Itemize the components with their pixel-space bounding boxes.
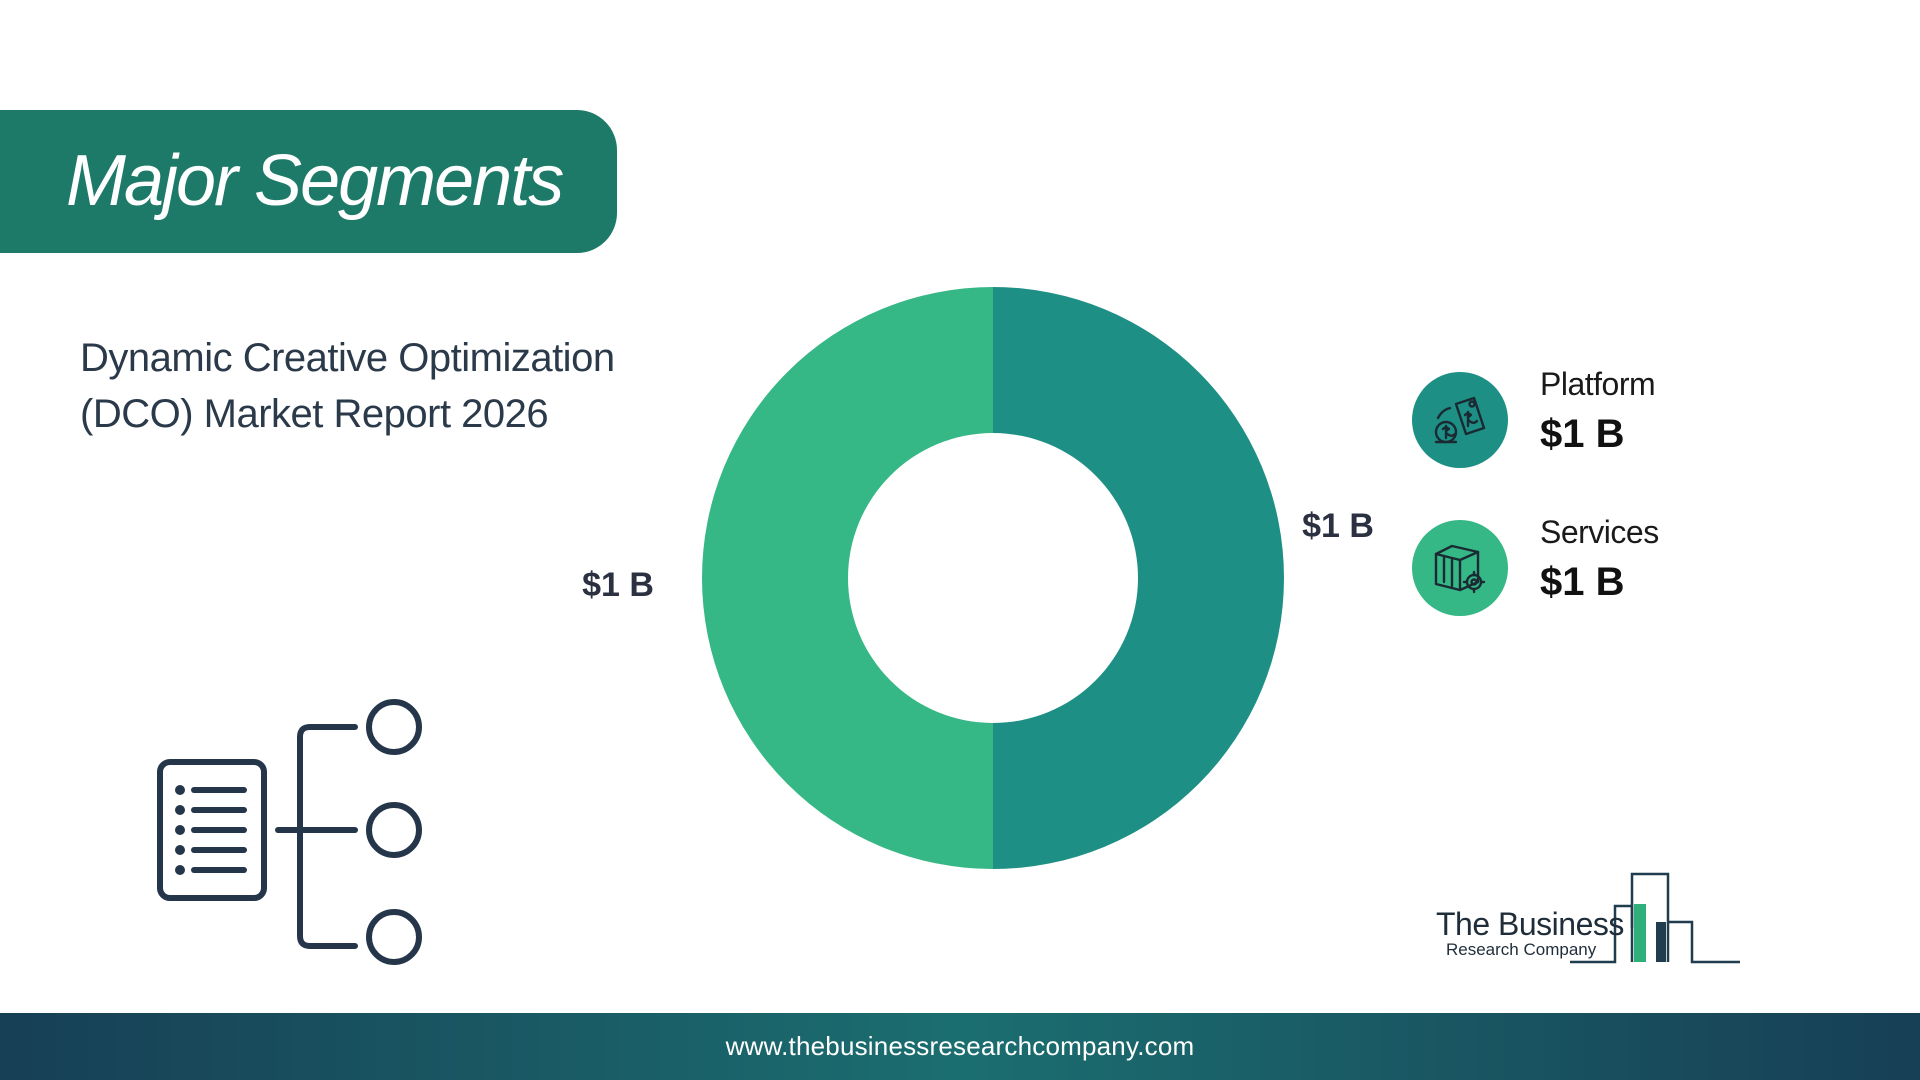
report-subtitle: Dynamic Creative Optimization (DCO) Mark… (80, 330, 640, 442)
legend-swatch-services (1412, 520, 1508, 616)
footer-website-link[interactable]: www.thebusinessresearchcompany.com (725, 1031, 1195, 1061)
data-label-platform: $1 B (1302, 507, 1374, 545)
page-title: Major Segments (66, 141, 564, 221)
logo-buildings-graphic (1570, 872, 1740, 964)
legend-value-platform: $1 B (1540, 412, 1625, 456)
subtitle-line-1: Dynamic Creative Optimization (80, 336, 615, 380)
legend-item-services: Services $1 B (1412, 514, 1832, 620)
legend-label-services: Services (1540, 514, 1659, 550)
company-logo: The Business Research Company (1430, 870, 1750, 970)
subtitle-line-2: (DCO) Market Report 2026 (80, 392, 549, 436)
donut-slice-services (702, 287, 993, 869)
box-gear-icon (1434, 544, 1486, 594)
price-tag-coins-icon (1434, 396, 1486, 444)
logo-text-line-2: Research Company (1446, 940, 1597, 959)
data-label-services: $1 B (582, 566, 654, 604)
legend-swatch-platform (1412, 372, 1508, 468)
donut-slice-platform (993, 287, 1284, 869)
legend-value-services: $1 B (1540, 560, 1625, 604)
footer-bar: www.thebusinessresearchcompany.com (0, 1013, 1920, 1080)
legend-label-platform: Platform (1540, 366, 1656, 402)
segments-hierarchy-icon (157, 699, 422, 965)
logo-text-line-1: The Business (1436, 906, 1624, 942)
title-banner: Major Segments (0, 110, 617, 253)
legend-item-platform: Platform $1 B (1412, 366, 1832, 472)
